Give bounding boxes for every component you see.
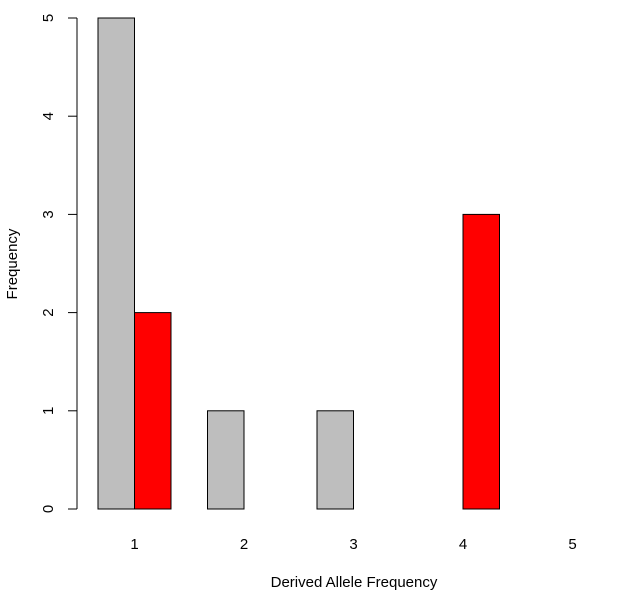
y-axis-title: Frequency	[4, 228, 21, 299]
y-tick-label-2: 2	[40, 308, 57, 316]
x-axis-title: Derived Allele Frequency	[271, 574, 438, 591]
bar-3-series-1	[316, 410, 354, 510]
y-tick-label-4: 4	[40, 112, 57, 120]
x-tick-label-2: 2	[240, 536, 248, 553]
y-tick-label-3: 3	[40, 210, 57, 218]
y-tick-label-0: 0	[40, 505, 57, 513]
x-tick-label-5: 5	[568, 536, 576, 553]
bars-layer	[97, 17, 500, 510]
x-tick-label-4: 4	[459, 536, 467, 553]
x-axis-labels: 1 2 3 4 5	[130, 536, 576, 553]
y-axis-ticks: 0 1 2 3 4 5	[40, 14, 77, 513]
y-tick-label-5: 5	[40, 14, 57, 22]
bar-4-series-2	[462, 213, 500, 510]
bar-1-series-1	[97, 17, 135, 510]
bar-1-series-2	[134, 312, 172, 510]
bar-2-series-1	[207, 410, 245, 510]
x-tick-label-3: 3	[349, 536, 357, 553]
x-tick-label-1: 1	[130, 536, 138, 553]
y-tick-label-1: 1	[40, 407, 57, 415]
